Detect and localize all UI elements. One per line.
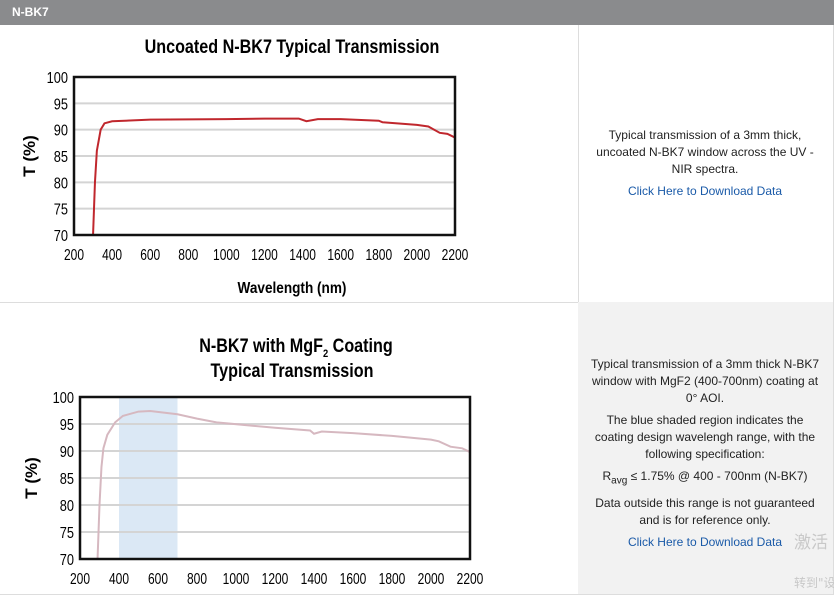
disclaimer: Data outside this range is not guarantee… bbox=[595, 495, 815, 527]
description-text: The blue shaded region indicates the coa… bbox=[594, 413, 816, 462]
x-tick-label: 1400 bbox=[289, 245, 316, 263]
y-tick-label: 90 bbox=[60, 444, 74, 462]
x-tick-label: 1800 bbox=[365, 245, 392, 263]
spec-symbol: R bbox=[602, 469, 612, 484]
x-tick-label: 1800 bbox=[379, 569, 406, 587]
transmission-curve bbox=[96, 410, 471, 560]
y-tick-label: 80 bbox=[54, 175, 68, 193]
plot-frame bbox=[78, 395, 472, 561]
x-tick-label: 2000 bbox=[404, 245, 431, 263]
x-axis-label: Wavelength (nm) bbox=[238, 280, 347, 297]
x-tick-label: 600 bbox=[140, 245, 160, 263]
y-tick-label: 100 bbox=[47, 70, 68, 88]
y-axis-label: T (%) bbox=[20, 135, 39, 177]
x-tick-label: 2200 bbox=[442, 245, 469, 263]
chart-title-line1: N-BK7 with MgF2 Coating bbox=[199, 335, 393, 360]
os-watermark-line2: 转到"设置 bbox=[794, 576, 834, 590]
spec-subscript: avg bbox=[611, 475, 628, 487]
chart-cell-coated: N-BK7 with MgF2 Coating Typical Transmiss… bbox=[0, 302, 579, 595]
description-text: Typical transmission of a 3mm thick, unc… bbox=[596, 128, 814, 176]
x-tick-label: 600 bbox=[148, 569, 168, 587]
x-tick-label: 800 bbox=[178, 245, 198, 263]
os-watermark-line1: 激活 W bbox=[794, 533, 834, 553]
y-tick-label: 70 bbox=[60, 552, 74, 570]
x-tick-label: 400 bbox=[109, 569, 129, 587]
description-text: Typical transmission of a 3mm thick N-BK… bbox=[590, 357, 820, 406]
y-tick-label: 75 bbox=[54, 201, 68, 219]
x-tick-label: 200 bbox=[70, 569, 90, 587]
y-tick-label: 70 bbox=[54, 228, 68, 246]
x-tick-label: 1200 bbox=[262, 569, 289, 587]
chart-title: Uncoated N-BK7 Typical Transmission bbox=[145, 36, 440, 58]
y-tick-label: 95 bbox=[54, 96, 68, 114]
x-tick-label: 1600 bbox=[327, 245, 354, 263]
spec-text: ≤ 1.75% @ 400 - 700nm (N-BK7) bbox=[630, 469, 808, 484]
y-tick-label: 100 bbox=[53, 390, 74, 408]
x-tick-label: 2000 bbox=[418, 569, 445, 587]
description-cell-coated: Typical transmission of a 3mm thick N-BK… bbox=[578, 302, 834, 595]
download-data-link[interactable]: Click Here to Download Data bbox=[627, 534, 783, 549]
chart-title-line2: Typical Transmission bbox=[211, 360, 374, 382]
y-tick-label: 85 bbox=[60, 471, 74, 489]
x-tick-label: 1600 bbox=[340, 569, 367, 587]
x-tick-label: 2200 bbox=[457, 569, 484, 587]
x-tick-label: 1400 bbox=[301, 569, 328, 587]
y-tick-label: 85 bbox=[54, 149, 68, 167]
x-tick-label: 400 bbox=[102, 245, 122, 263]
x-tick-label: 1000 bbox=[213, 245, 240, 263]
y-tick-label: 95 bbox=[60, 417, 74, 435]
x-tick-label: 1000 bbox=[223, 569, 250, 587]
x-tick-label: 1200 bbox=[251, 245, 278, 263]
description-cell-uncoated: Typical transmission of a 3mm thick, unc… bbox=[578, 25, 834, 303]
specification: Ravg ≤ 1.75% @ 400 - 700nm (N-BK7) bbox=[603, 468, 808, 489]
section-header: N-BK7 bbox=[0, 0, 834, 25]
x-tick-label: 800 bbox=[187, 569, 207, 587]
y-tick-label: 90 bbox=[54, 122, 68, 140]
chart-cell-uncoated: Uncoated N-BK7 Typical Transmission Wavel… bbox=[0, 25, 579, 303]
download-data-link[interactable]: Click Here to Download Data bbox=[627, 184, 783, 198]
uncoated-transmission-chart: Uncoated N-BK7 Typical Transmission Wavel… bbox=[20, 36, 469, 298]
x-tick-label: 200 bbox=[64, 245, 84, 263]
y-tick-label: 75 bbox=[60, 525, 74, 543]
plot-frame bbox=[72, 75, 457, 237]
transmission-curve bbox=[92, 117, 456, 236]
y-tick-label: 80 bbox=[60, 498, 74, 516]
y-axis-label: T (%) bbox=[22, 457, 41, 499]
